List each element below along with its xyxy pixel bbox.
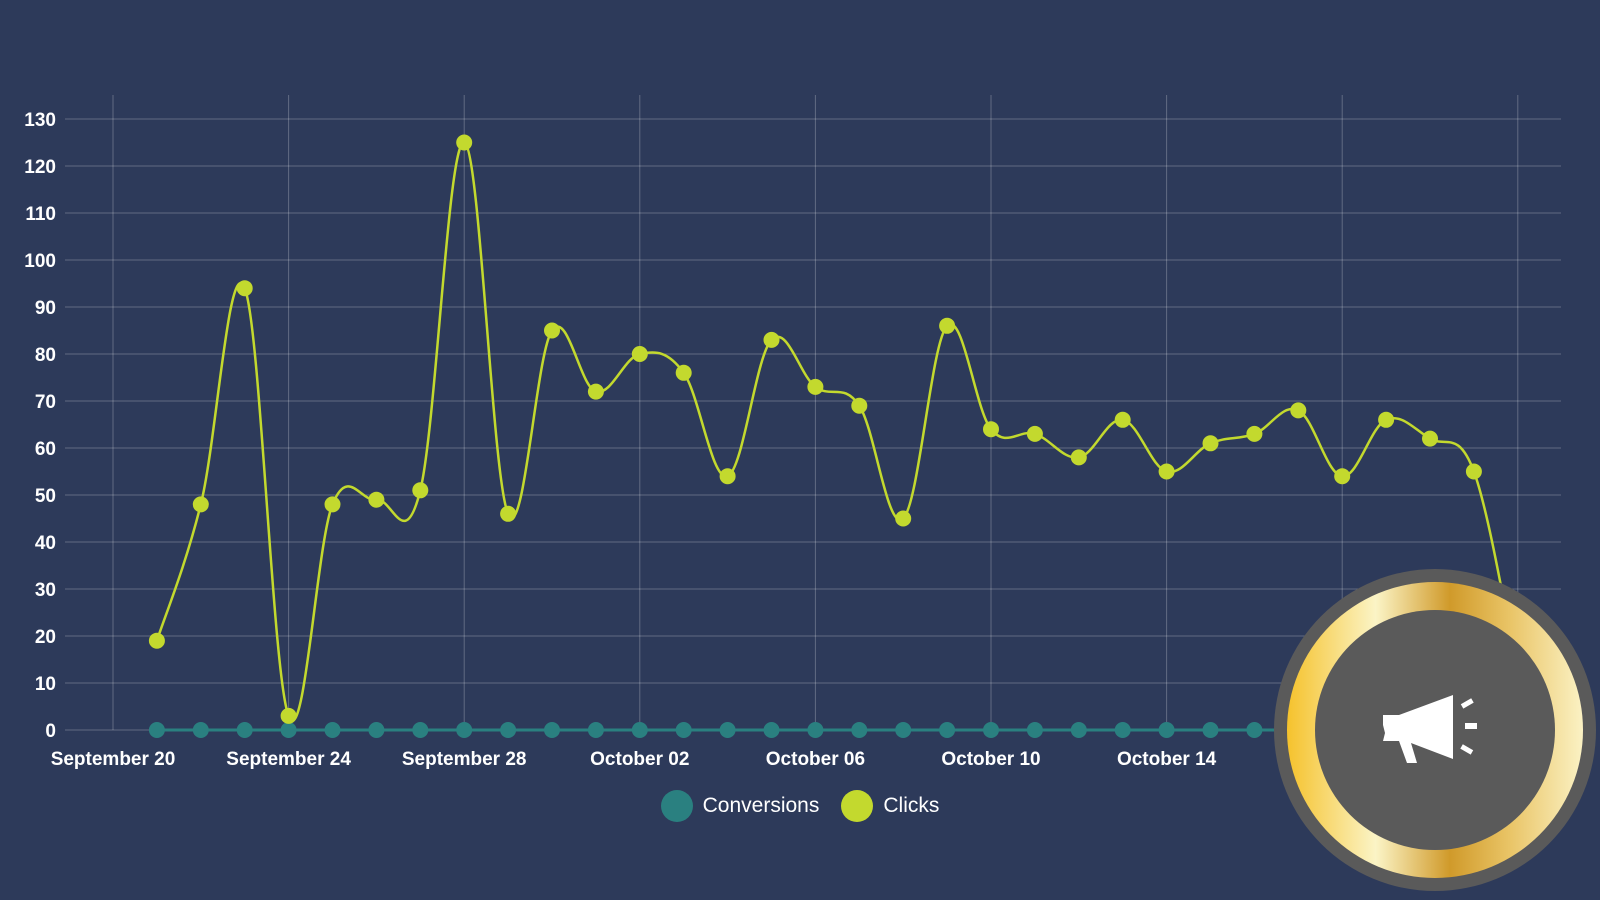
y-tick-label: 90 (35, 298, 56, 319)
clicks-point (895, 510, 912, 527)
clicks-point (587, 383, 604, 400)
clicks-point (456, 134, 473, 151)
series (148, 134, 1526, 738)
conversions-point (763, 722, 780, 738)
y-tick-label: 30 (35, 580, 56, 601)
conversions-point (368, 722, 385, 738)
clicks-point (807, 378, 824, 395)
conversions-point (1026, 722, 1043, 738)
y-tick-label: 10 (35, 674, 56, 695)
legend-item-clicks[interactable]: Clicks (841, 790, 939, 822)
conversions-point (500, 722, 517, 738)
clicks-point (1378, 411, 1395, 428)
x-tick-label: October 02 (590, 749, 689, 770)
legend: Conversions Clicks (0, 790, 1600, 822)
clicks-point (1202, 435, 1219, 452)
clicks-point (148, 632, 165, 649)
gold-ring (1287, 582, 1583, 878)
conversions-point (983, 722, 999, 738)
clicks-point (412, 482, 429, 499)
clicks-point (675, 364, 692, 381)
y-axis: 0 10 20 30 40 50 60 70 80 90 100 110 120 130 (24, 110, 56, 742)
conversions-point (192, 722, 209, 738)
y-tick-label: 130 (24, 110, 56, 131)
conversions-point (587, 722, 604, 738)
x-tick-label: October 06 (766, 749, 865, 770)
y-tick-label: 40 (35, 533, 56, 554)
megaphone-icon (1383, 695, 1477, 763)
clicks-point (1026, 425, 1043, 442)
conversions-point (1114, 722, 1131, 738)
conversions-swatch (660, 790, 693, 822)
clicks-point (324, 496, 341, 513)
y-tick-label: 120 (24, 157, 56, 178)
clicks-swatch (841, 790, 874, 822)
y-tick-label: 110 (25, 204, 56, 225)
clicks-point (1422, 430, 1438, 447)
y-tick-label: 60 (35, 439, 56, 460)
clicks-point (192, 496, 209, 513)
conversions-point (324, 722, 341, 738)
y-tick-label: 100 (24, 251, 56, 272)
clicks-point (1246, 425, 1263, 442)
conversions-point (895, 722, 912, 738)
clicks-point (631, 346, 648, 362)
conversions-point (236, 722, 253, 738)
clicks-point (1334, 468, 1351, 485)
badge-inner (1315, 610, 1555, 850)
clicks-point (544, 322, 560, 339)
conversions-point (807, 722, 824, 738)
conversions-point (851, 722, 868, 738)
y-tick-label: 20 (35, 627, 56, 648)
conversions-point (1070, 722, 1087, 738)
megaphone-badge (1274, 569, 1596, 891)
x-tick-label: October 14 (1117, 749, 1217, 770)
conversions-point (939, 722, 956, 738)
conversions-point (280, 722, 297, 738)
conversions-point (544, 722, 560, 738)
legend-label: Clicks (883, 794, 940, 817)
y-tick-label: 80 (35, 345, 56, 366)
clicks-point (236, 280, 253, 297)
legend-item-conversions[interactable]: Conversions (660, 790, 820, 822)
conversions-point (631, 722, 648, 738)
x-tick-label: September 20 (51, 749, 176, 770)
clicks-point (1070, 449, 1087, 466)
clicks-point (280, 707, 297, 724)
clicks-point (1465, 463, 1482, 480)
conversions-point (1246, 722, 1263, 738)
clicks-point (500, 505, 517, 522)
conversions-point (675, 722, 692, 738)
conversions-point (148, 722, 165, 738)
y-tick-label: 70 (35, 392, 56, 413)
conversions-point (456, 722, 473, 738)
conversions-point (412, 722, 429, 738)
x-tick-label: October 10 (941, 749, 1040, 770)
clicks-point (851, 397, 868, 414)
clicks-point (983, 421, 999, 438)
clicks-point (368, 491, 385, 508)
clicks-point (939, 317, 956, 334)
conversions-point (719, 722, 736, 738)
clicks-point (1114, 411, 1131, 428)
y-tick-label: 50 (35, 486, 56, 507)
x-tick-label: September 28 (402, 749, 527, 770)
legend-label: Conversions (702, 794, 820, 817)
conversions-point (1202, 722, 1219, 738)
clicks-point (763, 331, 780, 348)
clicks-point (1290, 402, 1307, 419)
y-tick-label: 0 (45, 721, 56, 742)
clicks-point (719, 468, 736, 485)
conversions-point (1158, 722, 1175, 738)
clicks-point (1158, 463, 1175, 480)
x-tick-label: September 24 (226, 749, 351, 770)
